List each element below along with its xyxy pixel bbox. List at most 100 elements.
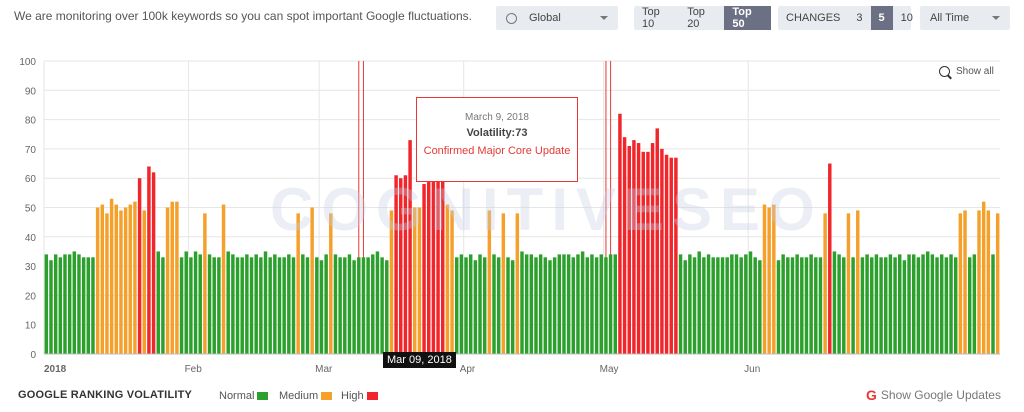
bar (338, 257, 342, 354)
bar (277, 257, 282, 354)
bar (347, 254, 352, 354)
bar (49, 260, 53, 354)
bar (627, 145, 631, 354)
bar (655, 128, 659, 354)
bar (594, 257, 599, 354)
bar (762, 204, 767, 354)
bar (287, 254, 291, 354)
bar (179, 257, 184, 354)
bar (604, 257, 608, 354)
bar (734, 254, 739, 354)
bar (389, 210, 394, 354)
location-select[interactable]: Global (496, 6, 618, 30)
y-tick-label: 0 (30, 350, 36, 361)
bar (725, 257, 729, 354)
bar (161, 257, 165, 354)
hover-date-label: Mar 09, 2018 (383, 352, 456, 368)
bar (501, 213, 506, 354)
bar (557, 254, 562, 354)
legend-medium[interactable]: Medium (279, 390, 333, 402)
show-google-updates-button[interactable]: G Show Google Updates (866, 387, 1001, 403)
bar (842, 257, 846, 354)
tab-top10[interactable]: Top 10 (642, 6, 660, 30)
bar (63, 254, 67, 354)
bar (921, 254, 925, 354)
bar (986, 210, 991, 354)
bar (911, 254, 916, 354)
bar (967, 257, 972, 354)
bar (916, 257, 921, 354)
bar (399, 178, 403, 354)
volatility-chart: 0 10 20 30 40 50 60 70 80 90 100 2018 Feb Mar Apr May Ju… (19, 57, 1000, 375)
legend-high[interactable]: High (341, 390, 378, 402)
bar (949, 254, 953, 354)
changes-option-5[interactable]: 5 (870, 6, 893, 30)
bar (870, 257, 874, 354)
bar (804, 257, 809, 354)
bar (193, 251, 198, 354)
x-tick-label: 2018 (44, 364, 67, 375)
bar (534, 257, 538, 354)
bar (431, 172, 436, 354)
bar (683, 260, 687, 354)
bar (142, 210, 146, 354)
y-tick-label: 20 (25, 291, 37, 302)
bar (884, 257, 888, 354)
bar (366, 257, 370, 354)
bar (874, 254, 879, 354)
bar (77, 254, 81, 354)
bar (879, 257, 883, 354)
bar (977, 210, 981, 354)
bar (981, 201, 986, 354)
bar (133, 201, 137, 354)
bar (454, 257, 459, 354)
bar (529, 254, 534, 354)
bar (240, 257, 244, 354)
bar (650, 143, 655, 354)
bar (105, 213, 109, 354)
y-tick-label: 30 (25, 262, 37, 273)
bar (324, 254, 328, 354)
bar (422, 184, 426, 354)
bar (646, 151, 650, 354)
bar (198, 254, 202, 354)
bar (203, 213, 207, 354)
bar (440, 181, 445, 354)
bar (674, 157, 678, 354)
tab-top20[interactable]: Top 20 (687, 6, 705, 30)
bar (357, 257, 361, 354)
bar (450, 210, 454, 354)
bar (165, 207, 170, 354)
bar (608, 254, 613, 354)
bar (417, 207, 422, 354)
range-select[interactable]: All Time (920, 6, 1010, 30)
show-all-button[interactable]: Show all (939, 66, 994, 77)
bar (137, 178, 142, 354)
bar (702, 257, 706, 354)
legend-normal[interactable]: Normal (219, 390, 269, 402)
bar (706, 254, 711, 354)
bar (385, 260, 389, 354)
bar (860, 257, 865, 354)
bar (972, 254, 977, 354)
bar (613, 254, 617, 354)
footer-title: GOOGLE RANKING VOLATILITY (18, 389, 193, 401)
y-tick-label: 50 (25, 204, 37, 215)
bar (375, 251, 380, 354)
changes-option-3[interactable]: 3 (856, 12, 863, 24)
bar (688, 254, 692, 354)
bar (692, 257, 697, 354)
changes-option-10[interactable]: 10 (900, 12, 913, 24)
bar (506, 257, 510, 354)
y-tick-label: 60 (25, 174, 37, 185)
bar (128, 204, 133, 354)
bar (427, 178, 431, 354)
bar (100, 204, 105, 354)
tab-top50[interactable]: Top 50 (724, 6, 771, 30)
bar (81, 257, 86, 354)
bar (566, 254, 571, 354)
bar (902, 260, 907, 354)
bar (748, 251, 753, 354)
bar (744, 254, 748, 354)
bar (221, 204, 226, 354)
